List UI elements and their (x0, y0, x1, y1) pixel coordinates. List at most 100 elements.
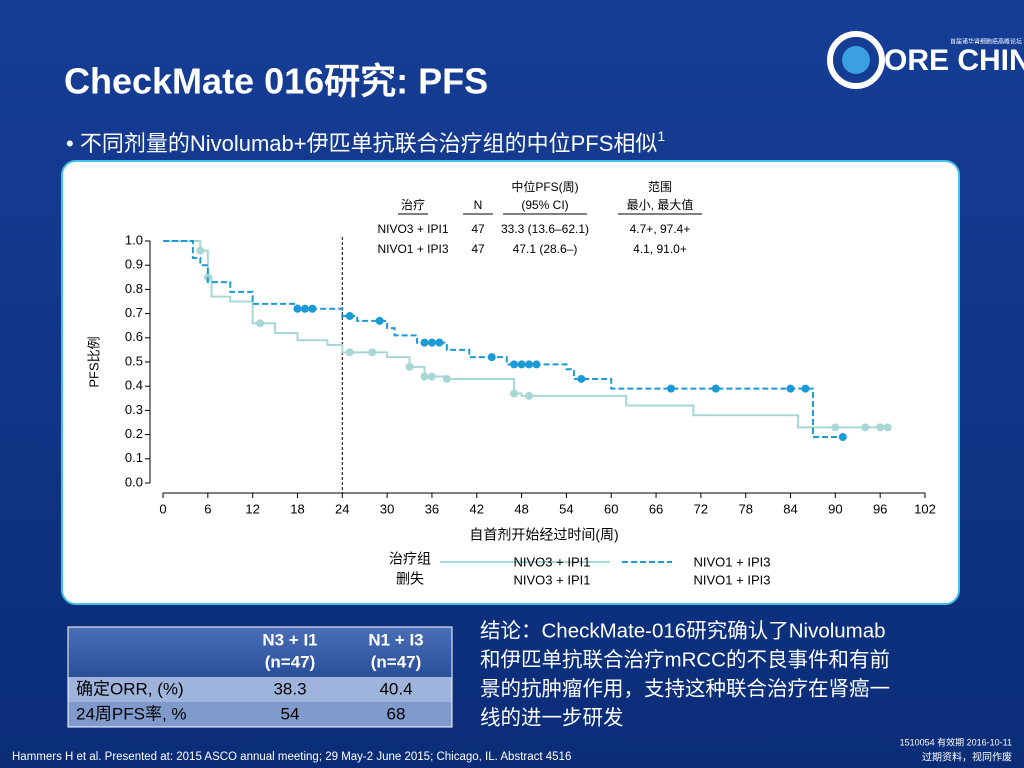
bullet-text: 不同剂量的Nivolumab+伊匹单抗联合治疗组的中位PFS相似 (80, 131, 658, 156)
table-row-bg (68, 702, 452, 727)
y-tick-label: 0.7 (125, 305, 143, 320)
x-tick-label: 102 (914, 501, 936, 516)
legend-censor-series: NIVO3 + IPI1 (514, 572, 591, 587)
summary-cell: 33.3 (13.6–62.1) (501, 222, 589, 236)
x-tick-label: 12 (245, 501, 259, 516)
summary-cell: 47 (471, 222, 485, 236)
x-tick-label: 24 (335, 501, 349, 516)
censor-mark (427, 338, 436, 347)
summary-cell: NIVO1 + IPI3 (377, 242, 448, 256)
bullet: • 不同剂量的Nivolumab+伊匹单抗联合治疗组的中位PFS相似1 (66, 128, 665, 156)
censor-mark (801, 384, 810, 393)
x-tick-label: 96 (873, 501, 887, 516)
conclusion-line: 和伊匹单抗联合治疗mRCC的不良事件和有前 (480, 648, 890, 671)
censor-mark (256, 319, 265, 328)
y-tick-label: 0.3 (125, 402, 143, 417)
superscript: 1 (657, 128, 665, 144)
censor-mark (525, 391, 534, 400)
censor-mark (427, 372, 436, 381)
summary-header: 最小, 最大值 (627, 197, 694, 212)
legend-label: NIVO3 + IPI1 (514, 554, 591, 569)
logo-globe (842, 46, 870, 74)
y-tick-label: 0.8 (125, 281, 143, 296)
logo: ORE CHINA 首届诸华肾细胞癌高峰论坛 (827, 31, 1024, 89)
x-tick-label: 60 (604, 501, 618, 516)
x-tick-label: 90 (828, 501, 842, 516)
x-tick-label: 84 (783, 501, 797, 516)
censor-mark (345, 312, 354, 321)
x-tick-label: 0 (159, 501, 166, 516)
expiry-note: 过期资料，视同作废 (922, 751, 1012, 764)
y-tick-label: 0.1 (125, 450, 143, 465)
results-header: N1 + I3 (368, 630, 423, 649)
censor-mark (435, 338, 444, 347)
x-tick-label: 18 (290, 501, 304, 516)
censor-mark (308, 304, 317, 313)
logo-ring (827, 31, 885, 89)
doc-code: 1510054 有效期 2016-10-11 (900, 736, 1012, 747)
results-header: (n=47) (371, 652, 422, 671)
censor-mark (196, 246, 205, 255)
summary-cell: 47.1 (28.6–) (513, 242, 578, 256)
legend-censor-label: 删失 (396, 571, 424, 587)
table-row-bg (68, 677, 452, 702)
censor-mark (405, 362, 414, 371)
censor-mark (293, 304, 302, 313)
legend-label: NIVO1 + IPI3 (694, 554, 771, 569)
legend-censor-series: NIVO1 + IPI3 (694, 572, 771, 587)
censor-mark (876, 423, 885, 432)
summary-cell: 47 (471, 242, 485, 256)
censor-mark (667, 384, 675, 393)
censor-mark (532, 360, 541, 369)
logo-subtitle: 首届诸华肾细胞癌高峰论坛 (950, 38, 1022, 46)
censor-mark (517, 360, 526, 369)
results-cell: 24周PFS率, % (76, 704, 187, 723)
censor-mark (883, 423, 892, 432)
y-tick-label: 0.4 (125, 378, 143, 393)
summary-cell: NIVO3 + IPI1 (377, 222, 448, 236)
conclusion-line: 景的抗肿瘤作用，支持这种联合治疗在肾癌一 (480, 677, 890, 700)
censor-mark (510, 389, 519, 398)
summary-header: 治疗 (401, 198, 425, 212)
censor-mark (711, 384, 720, 393)
results-cell: 54 (281, 704, 300, 723)
results-table: N3 + I1 (n=47) N1 + I3 (n=47) 确定ORR, (%) 38.3… (67, 626, 453, 728)
censor-mark (861, 423, 870, 432)
table-header-bg (68, 627, 452, 677)
x-tick-label: 48 (514, 501, 528, 516)
censor-mark (487, 353, 496, 362)
legend-group-label: 治疗组 (389, 551, 431, 567)
censor-mark (510, 360, 519, 369)
results-cell: 38.3 (273, 679, 306, 698)
y-tick-label: 0.0 (125, 474, 143, 489)
censor-mark (838, 433, 847, 442)
y-tick-label: 1.0 (125, 232, 143, 247)
summary-header: 中位PFS(周) (511, 179, 578, 194)
x-tick-label: 36 (425, 501, 439, 516)
censor-mark (368, 348, 377, 357)
results-header: (n=47) (265, 652, 316, 671)
censor-mark (831, 423, 840, 432)
x-tick-label: 78 (738, 501, 752, 516)
summary-cell: 4.7+, 97.4+ (630, 222, 691, 236)
conclusion-line: 结论：CheckMate-016研究确认了Nivolumab (480, 619, 886, 642)
logo-text: ORE CHINA (884, 44, 1024, 77)
results-header: N3 + I1 (262, 630, 317, 649)
censor-mark (420, 372, 429, 381)
slide-title: CheckMate 016研究: PFS (64, 61, 488, 102)
censor-mark (420, 338, 429, 347)
chart: 0.0 0.1 0.2 0.3 0.4 0.5 0.6 0.7 0.8 0.9 1.0 0 6 12 18 2… (86, 179, 935, 587)
y-tick-label: 0.2 (125, 426, 143, 441)
x-tick-label: 30 (380, 501, 394, 516)
conclusion-line: 线的进一步研发 (480, 706, 624, 729)
x-tick-label: 6 (204, 501, 211, 516)
censor-mark (786, 384, 795, 393)
results-cell: 68 (387, 704, 406, 723)
results-cell: 40.4 (379, 679, 412, 698)
x-axis-label: 自首剂开始经过时间(周) (469, 527, 618, 543)
x-tick-label: 54 (559, 501, 573, 516)
censor-mark (345, 348, 354, 357)
censor-mark (375, 316, 384, 325)
results-cell: 确定ORR, (%) (76, 679, 184, 698)
